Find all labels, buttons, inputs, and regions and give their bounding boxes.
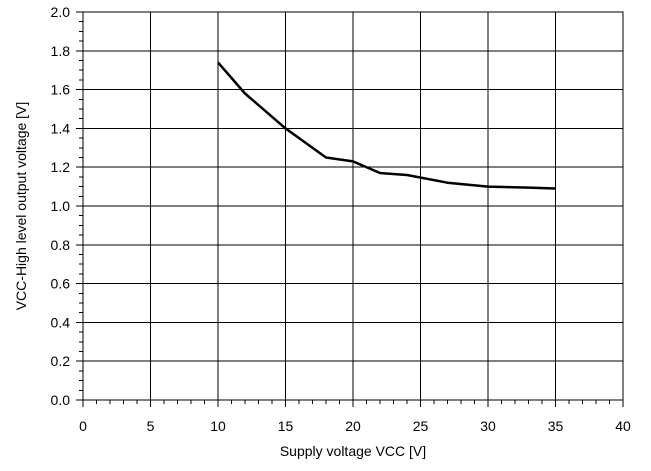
y-tick-label: 0.2	[51, 353, 71, 369]
x-tick-label: 35	[548, 418, 564, 434]
y-axis-label: VCC-High level output voltage [V]	[13, 102, 29, 311]
y-tick-label: 0.4	[51, 314, 71, 330]
x-tick-label: 40	[615, 418, 631, 434]
x-tick-label: 20	[345, 418, 361, 434]
x-axis-label: Supply voltage VCC [V]	[280, 443, 426, 459]
y-tick-label: 2.0	[51, 4, 71, 20]
x-tick-label: 30	[480, 418, 496, 434]
x-tick-label: 10	[210, 418, 226, 434]
series-line	[217, 61, 556, 190]
x-tick-label: 5	[147, 418, 155, 434]
y-tick-label: 0.8	[51, 237, 71, 253]
y-tick-label: 1.4	[51, 120, 71, 136]
x-tick-label: 15	[278, 418, 294, 434]
y-tick-label: 1.6	[51, 82, 71, 98]
y-tick-label: 1.0	[51, 198, 71, 214]
y-tick-label: 1.8	[51, 43, 71, 59]
y-tick-label: 1.2	[51, 159, 71, 175]
series-layer	[217, 61, 556, 190]
tick-labels: 0 5 10 15 20 25 30 35 40 0.0 0.2 0.4 0.6 0.8 1.0 1.2 1.4…	[51, 4, 631, 434]
y-tick-label: 0.6	[51, 276, 71, 292]
y-tick-label: 0.0	[51, 392, 71, 408]
x-tick-label: 25	[413, 418, 429, 434]
x-tick-label: 0	[79, 418, 87, 434]
tick-marks	[76, 11, 624, 407]
grid	[82, 11, 624, 401]
